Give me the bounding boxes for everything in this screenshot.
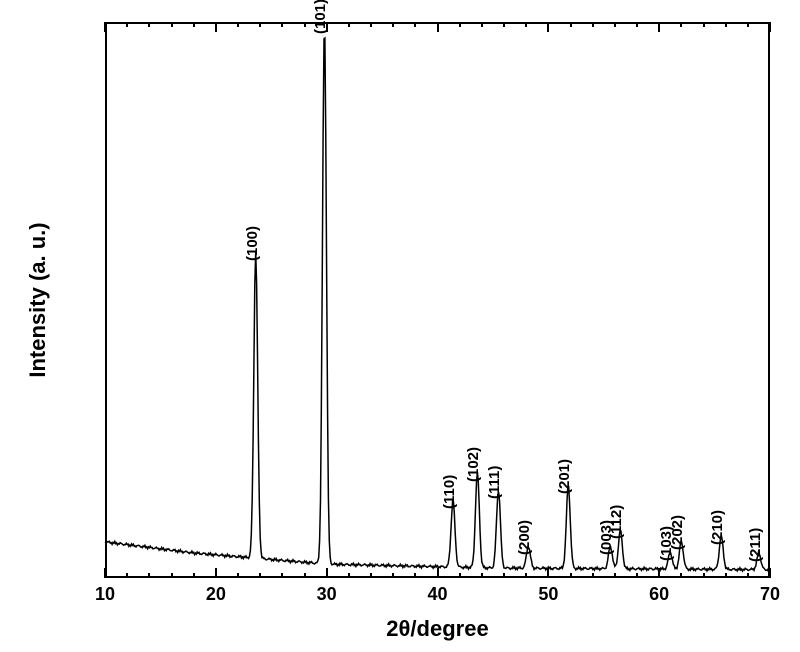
peak-label: (112) [608, 505, 625, 539]
peak-label: (202) [669, 515, 686, 550]
peak-label: (201) [556, 459, 573, 494]
xrd-line [105, 38, 770, 571]
peak-label: (102) [465, 447, 482, 482]
xrd-figure: Intensity (a. u.) 2θ/degree 102030405060… [0, 0, 800, 652]
peak-label: (200) [516, 520, 533, 555]
peak-label: (101) [312, 0, 329, 34]
peak-label: (110) [441, 475, 458, 509]
spectrum-svg [0, 0, 800, 652]
peak-label: (111) [486, 466, 503, 499]
peak-label: (210) [709, 510, 726, 545]
peak-label: (100) [244, 226, 261, 261]
peak-label: (211) [747, 528, 764, 562]
